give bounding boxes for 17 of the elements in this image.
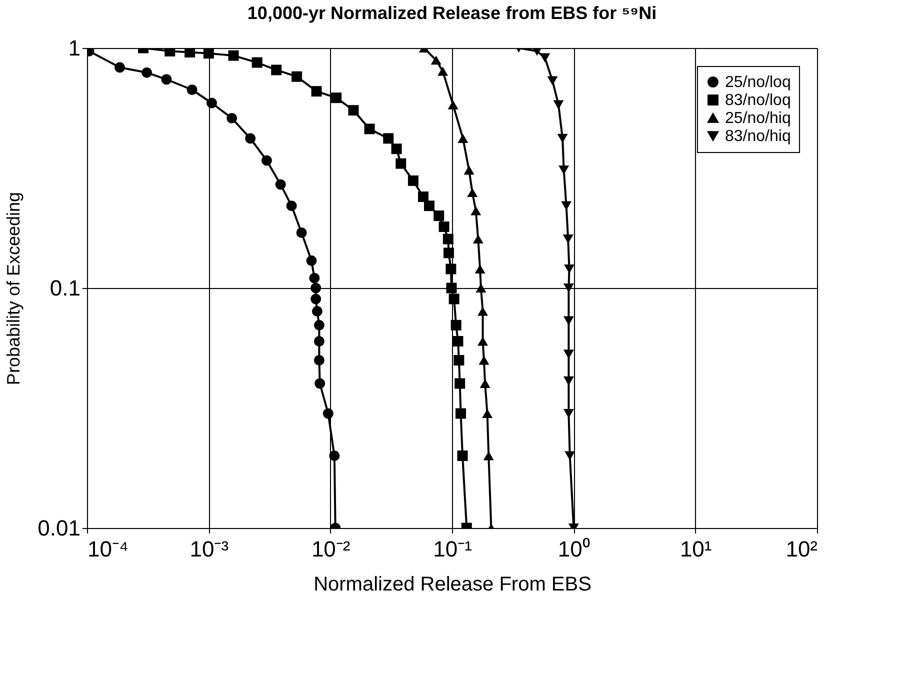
legend-label: 83/no/hiq [725,128,791,145]
x-tick-label: 10⁻¹ [433,536,472,562]
y-tick-label: 0.1 [50,276,80,300]
legend-label: 25/no/hiq [725,110,791,127]
y-tick-label: 0.01 [38,516,80,540]
y-tick-label: 1 [68,36,80,60]
x-tick-label: 10⁻² [311,536,350,562]
x-tick-label: 10⁻⁴ [88,536,128,562]
x-tick-label: 10⁻³ [190,536,229,562]
x-tick-label: 10² [786,536,818,562]
y-axis-title: Probability of Exceeding [4,192,24,386]
x-tick-label: 10¹ [680,536,712,562]
x-tick-label: 10⁰ [558,536,590,562]
x-axis-title: Normalized Release From EBS [314,574,592,596]
chart-title: 10,000-yr Normalized Release from EBS for ⁵⁹Ni [247,3,657,23]
legend-label: 25/no/loq [725,74,791,91]
legend-label: 83/no/loq [725,92,791,109]
